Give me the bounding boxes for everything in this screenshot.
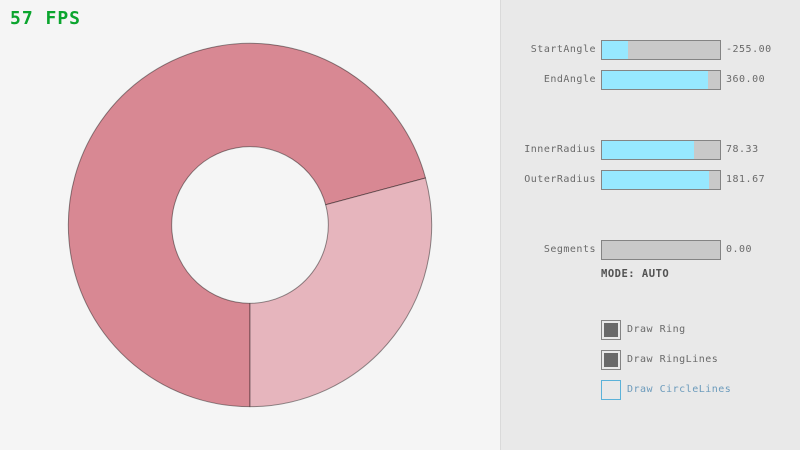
slider-row-endangle: EndAngle 360.00 (501, 70, 800, 90)
slider-value-startangle: -255.00 (726, 44, 772, 55)
segments-mode-label: MODE: AUTO (601, 268, 670, 280)
slider-innerradius[interactable] (601, 140, 721, 160)
checkbox-row-draw-ring: Draw Ring (501, 320, 800, 340)
slider-fill-outerradius (602, 171, 710, 189)
slider-value-segments: 0.00 (726, 244, 753, 255)
slider-startangle[interactable] (601, 40, 721, 60)
slider-endangle[interactable] (601, 70, 721, 90)
slider-row-outerradius: OuterRadius 181.67 (501, 170, 800, 190)
slider-row-startangle: StartAngle -255.00 (501, 40, 800, 60)
draw-ringlines-label: Draw RingLines (627, 354, 719, 365)
slider-label-outerradius: OuterRadius (524, 174, 596, 185)
draw-ring-label: Draw Ring (627, 324, 686, 335)
ring-segment-double-pass (67, 42, 427, 408)
slider-row-segments: Segments 0.00 (501, 240, 800, 260)
ring-segment-single-pass (249, 177, 433, 408)
slider-label-innerradius: InnerRadius (524, 144, 596, 155)
slider-label-endangle: EndAngle (543, 74, 596, 85)
control-panel: StartAngle -255.00 EndAngle 360.00 Inner… (500, 0, 800, 450)
draw-ring-checkbox[interactable] (601, 320, 621, 340)
check-mark-icon (604, 323, 618, 337)
slider-fill-startangle (602, 41, 628, 59)
slider-outerradius[interactable] (601, 170, 721, 190)
slider-fill-innerradius (602, 141, 695, 159)
slider-segments[interactable] (601, 240, 721, 260)
slider-fill-endangle (602, 71, 709, 89)
checkbox-row-draw-ringlines: Draw RingLines (501, 350, 800, 370)
checkbox-row-draw-circlelines: Draw CircleLines (501, 380, 800, 400)
draw-circlelines-checkbox[interactable] (601, 380, 621, 400)
draw-circlelines-label: Draw CircleLines (627, 384, 732, 395)
fps-counter: 57 FPS (10, 8, 82, 29)
slider-label-segments: Segments (543, 244, 596, 255)
draw-ringlines-checkbox[interactable] (601, 350, 621, 370)
ring-chart (67, 42, 433, 408)
slider-label-startangle: StartAngle (530, 44, 596, 55)
slider-value-endangle: 360.00 (726, 74, 766, 85)
slider-value-outerradius: 181.67 (726, 174, 766, 185)
slider-value-innerradius: 78.33 (726, 144, 759, 155)
check-mark-icon (604, 353, 618, 367)
slider-row-innerradius: InnerRadius 78.33 (501, 140, 800, 160)
